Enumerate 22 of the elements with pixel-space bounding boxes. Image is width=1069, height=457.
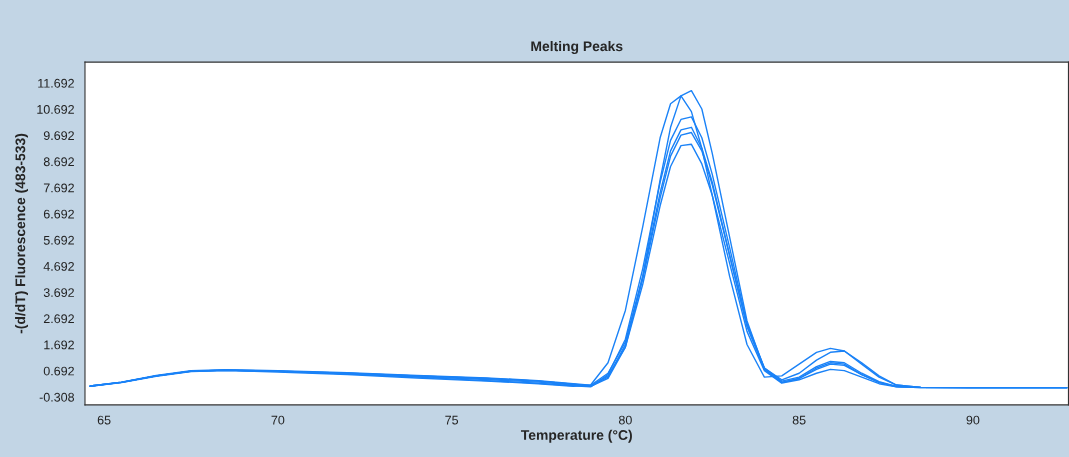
x-tick-label: 85 [792,415,806,425]
y-tick-label: 2.692 [43,314,74,324]
y-tick-label: 5.692 [43,235,74,245]
y-tick-label: 3.692 [43,288,74,297]
x-tick-label: 80 [618,415,632,425]
x-tick-label: 75 [445,415,459,425]
y-tick-label: 10.692 [37,105,74,114]
y-tick-label: 11.692 [38,78,74,88]
y-tick-label: 6.692 [43,209,74,219]
x-axis-title: Temperature (°C) [520,429,632,443]
x-tick-label: 65 [97,415,111,425]
x-tick-label: 70 [271,415,285,425]
x-tick-label: 90 [966,415,980,425]
chart-title: Melting Peaks [531,40,623,54]
y-tick-label: 4.692 [43,261,74,271]
y-tick-label: 9.692 [43,131,74,141]
y-tick-label: 8.692 [43,157,74,167]
y-axis-title: -(d/dT) Fluorescence (483-533) [15,133,29,334]
y-tick-label: -0.308 [39,392,75,402]
y-tick-label: 7.692 [43,183,74,193]
y-tick-label: 1.692 [44,340,74,350]
y-tick-label: 0.692 [43,366,74,376]
